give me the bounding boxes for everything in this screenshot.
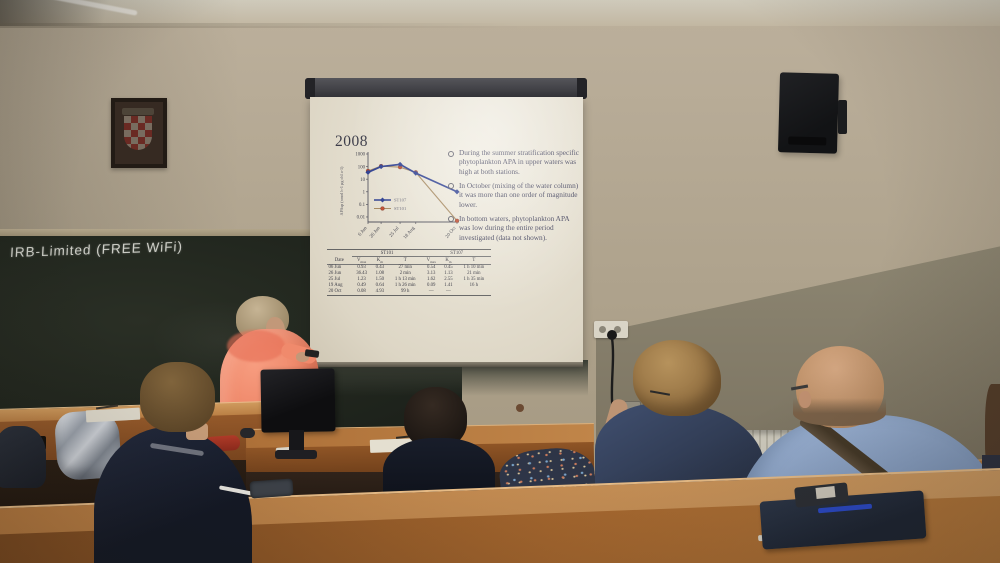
svg-text:100: 100: [358, 165, 366, 170]
monitor-stand: [289, 430, 304, 453]
socket-icon: [599, 326, 606, 333]
screen-bottom-edge: [310, 362, 583, 367]
coat-crown: [122, 108, 154, 115]
bullet-circle-icon: [448, 183, 454, 190]
power-outlet: [594, 321, 628, 338]
smartphone: [249, 478, 294, 499]
student-center-head: [404, 387, 467, 448]
svg-text:1000: 1000: [355, 153, 365, 158]
svg-text:6 Jun: 6 Jun: [358, 226, 369, 238]
bullet-circle-icon: [448, 150, 454, 157]
housing-endcap: [577, 78, 587, 99]
speaker-bracket: [838, 100, 847, 134]
apa-line-chart: 1000 100 10 1 0.1 0.01 6 Jun 26 Jun 25 Jul 18 Aug…: [339, 152, 460, 241]
chalkboard-frame: [0, 229, 312, 238]
svg-text:1: 1: [363, 190, 366, 195]
slide-bullet: In October (mixing of the water column) …: [448, 181, 581, 209]
svg-text:APAsp (nmol h-1 µg chl a-1): APAsp (nmol h-1 µg chl a-1): [339, 166, 344, 216]
kinetics-table: ST101 ST107 Date Vmax Km T Vmax Km T 06 Jun 0.93 0.…: [327, 249, 491, 296]
projection-screen: 2008 1000 100 10 1 0.1 0.01 6 Jun 26 Jun 25 Jul 1…: [310, 97, 583, 364]
computer-mouse: [240, 428, 255, 438]
ceiling: [0, 0, 1000, 26]
svg-text:ST107: ST107: [394, 198, 407, 203]
projector-screen-housing: [305, 78, 587, 99]
housing-endcap: [305, 78, 315, 99]
slide-title: 2008: [335, 133, 368, 150]
svg-text:ST101: ST101: [394, 206, 407, 211]
svg-text:18 Aug: 18 Aug: [403, 226, 417, 241]
presenter-hand: [296, 352, 309, 362]
socket-icon: [614, 326, 621, 333]
jacket-on-bench: [0, 426, 46, 488]
person-right-edge: [985, 384, 1000, 470]
svg-text:25 Jul: 25 Jul: [389, 226, 401, 239]
monitor-base: [275, 450, 317, 459]
plug: [607, 330, 617, 340]
bullet-text: In bottom waters, phytoplankton APA was …: [459, 213, 570, 242]
croatian-coat-of-arms: [111, 98, 167, 168]
monitor-back: [260, 368, 336, 433]
svg-text:26 Jun: 26 Jun: [369, 226, 382, 240]
slide-bullet: During the summer stratification specifi…: [448, 148, 581, 176]
coat-checkered-shield: [124, 116, 152, 150]
svg-text:10: 10: [360, 178, 365, 183]
wall-dot: [516, 404, 524, 412]
bullet-text: During the summer stratification specifi…: [459, 148, 579, 176]
svg-text:0.01: 0.01: [357, 216, 366, 221]
woman-hair: [633, 340, 721, 416]
bullet-circle-icon: [448, 216, 454, 223]
ceiling-wall-joint: [0, 23, 520, 28]
slide-bullet: In bottom waters, phytoplankton APA was …: [448, 214, 581, 242]
slide-bullet-list: During the summer stratification specifi…: [448, 148, 581, 247]
student-left-head: [140, 362, 215, 432]
svg-text:20 Oct: 20 Oct: [445, 226, 458, 240]
bullet-text: In October (mixing of the water column) …: [459, 180, 579, 209]
man-ear: [799, 391, 811, 408]
presenter-hood: [227, 330, 285, 362]
phone-sticker: [815, 486, 836, 499]
svg-text:0.1: 0.1: [359, 203, 366, 208]
